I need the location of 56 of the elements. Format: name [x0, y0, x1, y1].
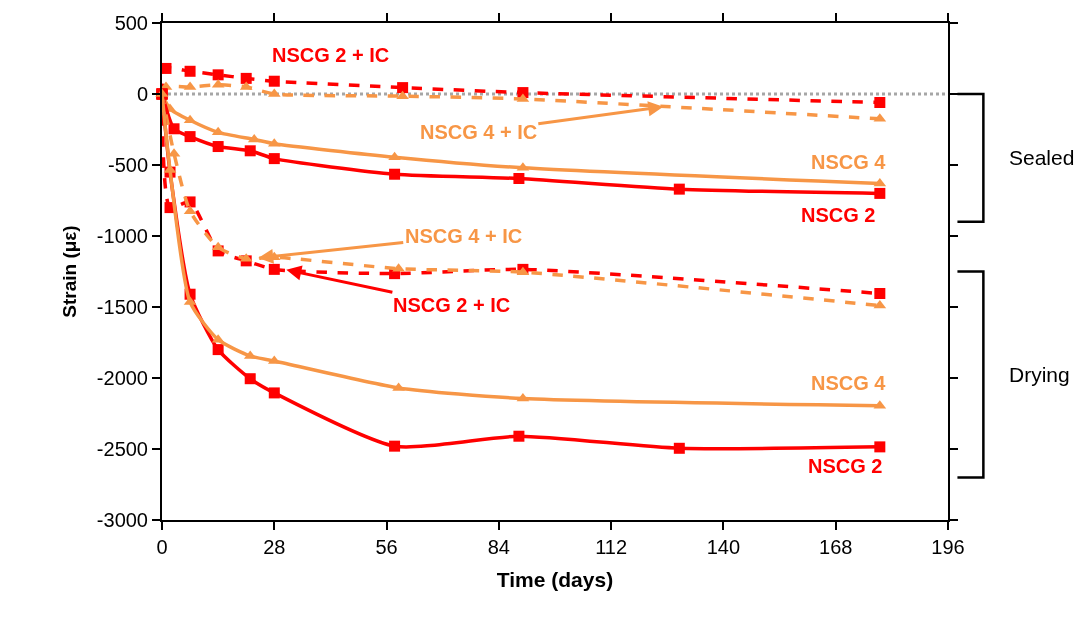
point — [211, 241, 225, 251]
point — [874, 288, 886, 300]
point — [268, 75, 280, 87]
x-tick-label: 28 — [263, 536, 286, 558]
annotation: NSCG 4 — [811, 372, 887, 394]
point — [212, 344, 224, 356]
point — [874, 97, 886, 109]
annotation: NSCG 2 — [808, 455, 883, 477]
point — [513, 430, 525, 442]
point — [184, 65, 196, 77]
point — [874, 441, 886, 453]
point — [873, 177, 887, 187]
point — [168, 123, 180, 135]
annotation: NSCG 2 + IC — [393, 294, 511, 316]
x-tick-label: 112 — [595, 536, 628, 558]
point — [673, 183, 685, 195]
point — [212, 141, 224, 153]
y-tick-label: -500 — [107, 154, 148, 176]
x-tick-label: 140 — [706, 536, 741, 558]
point — [212, 69, 224, 81]
annotation: NSCG 4 + IC — [420, 121, 538, 143]
annotation: NSCG 2 — [801, 204, 876, 226]
annotation: NSCG 2 + IC — [272, 44, 390, 66]
x-tick-label: 168 — [819, 536, 853, 558]
y-tick-label: -2000 — [96, 367, 148, 389]
text: Sealed — [1009, 146, 1075, 169]
point — [184, 131, 196, 143]
y-tick-label: -3000 — [96, 509, 148, 531]
point — [389, 168, 401, 180]
point — [244, 373, 256, 385]
point — [513, 172, 525, 184]
y-tick-label: -1000 — [96, 225, 148, 247]
x-tick-label: 0 — [156, 536, 168, 558]
x-tick-label: 196 — [931, 536, 965, 558]
y-tick-label: 0 — [136, 83, 148, 105]
y-tick-label: -1500 — [96, 296, 148, 318]
point — [268, 153, 280, 165]
point — [268, 263, 280, 275]
x-tick-label: 56 — [375, 536, 398, 558]
point — [268, 387, 280, 399]
text: Drying — [1009, 363, 1070, 386]
annotation: NSCG 4 + IC — [405, 225, 523, 247]
point — [247, 133, 261, 143]
y-axis-title: Strain (με) — [59, 225, 81, 318]
x-tick-label: 84 — [487, 536, 510, 558]
y-tick-label: -2500 — [96, 438, 148, 460]
point — [397, 82, 409, 94]
y-tick-label: 500 — [114, 12, 148, 34]
point — [673, 442, 685, 454]
x-axis-title: Time (days) — [496, 567, 614, 591]
point — [244, 145, 256, 157]
point — [874, 187, 886, 199]
point — [389, 440, 401, 452]
point — [183, 114, 197, 124]
point — [240, 72, 252, 84]
annotation: NSCG 4 — [811, 151, 887, 173]
